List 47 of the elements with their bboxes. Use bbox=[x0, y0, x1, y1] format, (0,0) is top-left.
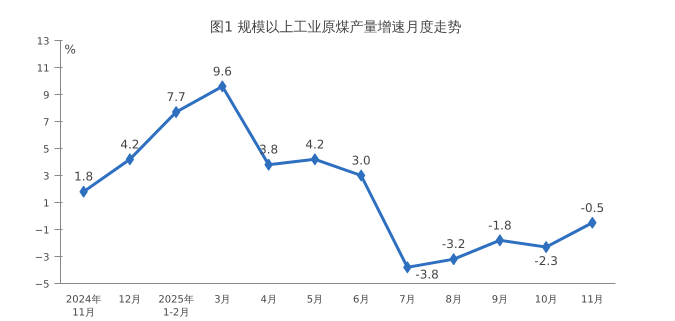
x-tick-label: 6月 bbox=[352, 294, 370, 306]
y-tick-label: 11 bbox=[36, 64, 50, 74]
text: 1.8 bbox=[74, 170, 94, 184]
x-tick-label: 3月 bbox=[214, 294, 231, 306]
text: -1.8 bbox=[488, 218, 512, 232]
chart-title: 图1 规模以上工业原煤产量增速月度走势 bbox=[210, 20, 462, 36]
x-tick-label: 4月 bbox=[260, 294, 277, 306]
y-tick-label: −5 bbox=[34, 280, 50, 290]
x-tick-label: 2024年 11月 bbox=[66, 294, 102, 319]
y-tick-label: 1 bbox=[43, 198, 50, 210]
y-tick-label: 13 bbox=[36, 36, 50, 48]
point bbox=[126, 153, 134, 166]
point bbox=[79, 186, 88, 198]
y-tick-label: −1 bbox=[34, 226, 50, 236]
text: 7.7 bbox=[166, 90, 186, 104]
point bbox=[588, 216, 597, 229]
point bbox=[449, 253, 458, 266]
x-tick-label: 2025年 1-2月 bbox=[158, 294, 194, 319]
x-tick-label: 11月 bbox=[581, 294, 604, 306]
y-tick-label: −3 bbox=[34, 252, 50, 264]
x-tick-label: 12月 bbox=[118, 294, 142, 306]
point bbox=[496, 234, 504, 246]
x-tick-label: 9月 bbox=[492, 294, 508, 306]
text: -3.8 bbox=[415, 267, 439, 282]
text: 3.0 bbox=[352, 154, 371, 168]
x-tick-label: 7月 bbox=[399, 294, 416, 306]
text: 4.2 bbox=[120, 137, 140, 152]
point bbox=[172, 106, 180, 118]
y-tick-label: 7 bbox=[43, 118, 50, 128]
x-tick-label: 10月 bbox=[534, 294, 558, 306]
point bbox=[218, 80, 227, 92]
y-tick-label: 9 bbox=[43, 90, 50, 102]
y-tick-label: 5 bbox=[43, 144, 50, 156]
point bbox=[356, 170, 366, 182]
y-tick-label: 3 bbox=[43, 172, 50, 182]
text: -2.3 bbox=[534, 254, 558, 268]
point bbox=[310, 153, 320, 166]
text: 9.6 bbox=[212, 64, 232, 78]
text: 4.2 bbox=[305, 137, 324, 152]
text: -0.5 bbox=[580, 200, 604, 215]
point bbox=[542, 241, 550, 254]
point bbox=[264, 158, 273, 171]
point bbox=[403, 261, 412, 274]
y-axis-title: % bbox=[64, 42, 76, 56]
x-tick-label: 8月 bbox=[445, 294, 462, 306]
text: -3.2 bbox=[442, 237, 466, 252]
x-tick-label: 5月 bbox=[306, 294, 324, 306]
